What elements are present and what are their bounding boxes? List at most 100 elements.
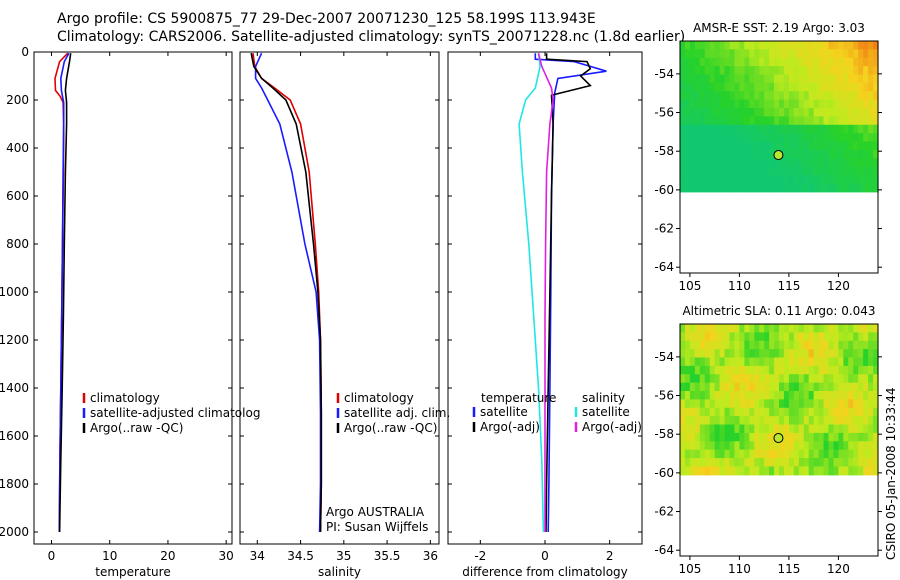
sst-field-cell <box>719 124 726 134</box>
sla-field-cell <box>764 441 770 451</box>
sst-field-cell <box>793 82 800 92</box>
sla-field-cell <box>868 391 874 400</box>
sst-field-cell <box>823 149 830 159</box>
sla-field-cell <box>769 458 775 468</box>
sla-field-cell <box>843 399 849 409</box>
sla-field-cell <box>764 374 770 384</box>
salinity-legend-entry: Argo(..raw -QC) <box>344 421 437 435</box>
sla-field-cell <box>680 365 686 375</box>
sla-field-cell <box>694 374 701 384</box>
sla-field-cell <box>779 407 785 417</box>
sla-field-cell <box>833 399 839 409</box>
sst-field-cell <box>808 66 815 76</box>
sla-field-cell <box>793 424 800 434</box>
difference-series-black <box>545 53 592 533</box>
sla-field-cell <box>873 466 879 476</box>
sst-field-cell <box>798 141 805 151</box>
sla-field-cell <box>798 424 805 434</box>
sla-field-cell <box>734 399 740 409</box>
sst-field-cell <box>848 57 854 67</box>
sst-field-cell <box>803 141 810 151</box>
sla-field-cell <box>863 399 869 409</box>
sla-field-cell <box>704 432 711 442</box>
sla-field-cell <box>774 324 780 333</box>
sst-field-cell <box>858 82 864 92</box>
sla-field-cell <box>818 441 825 451</box>
sla-field-cell <box>838 399 844 409</box>
sst-field-cell <box>774 74 780 84</box>
sst-field-cell <box>813 183 820 193</box>
sst-field-cell <box>754 116 760 126</box>
sst-field-cell <box>684 74 691 84</box>
sla-field-cell <box>684 432 691 442</box>
sst-field-cell <box>838 99 844 109</box>
sst-field-cell <box>823 99 830 109</box>
sst-field-cell <box>798 124 805 134</box>
sst-field-cell <box>803 66 810 76</box>
sst-field-cell <box>788 108 795 117</box>
sst-field-cell <box>749 82 755 92</box>
sla-field-cell <box>719 441 726 451</box>
sst-field-cell <box>684 166 691 176</box>
sst-field-cell <box>689 149 696 159</box>
sst-field-cell <box>788 49 795 59</box>
sst-field-cell <box>744 108 750 117</box>
sst-field-cell <box>818 133 825 143</box>
sla-field-cell <box>744 424 750 434</box>
sst-field-cell <box>744 41 750 50</box>
sst-field-cell <box>818 66 825 76</box>
argo-pi-note: PI: Susan Wijffels <box>326 520 428 534</box>
sst-field-cell <box>719 91 726 101</box>
sst-field-cell <box>709 66 716 76</box>
sla-field-cell <box>843 424 849 434</box>
sst-field-cell <box>848 74 854 84</box>
sla-field-cell <box>754 382 760 392</box>
sst-field-cell <box>833 124 839 134</box>
sst-field-cell <box>823 49 830 59</box>
sst-field-cell <box>680 99 686 109</box>
sst-field-cell <box>779 74 785 84</box>
sst-field-cell <box>759 66 765 76</box>
sla-field-cell <box>793 458 800 468</box>
sla-field-cell <box>724 374 731 384</box>
sla-field-cell <box>704 332 711 342</box>
sst-field-cell <box>739 175 745 185</box>
sla-field-cell <box>704 374 711 384</box>
sst-field-cell <box>858 124 864 134</box>
sla-field-cell <box>699 340 706 350</box>
sst-field-cell <box>863 66 869 76</box>
sla-field-cell <box>689 391 696 400</box>
sla-field-cell <box>833 458 839 468</box>
sst-field-cell <box>833 66 839 76</box>
sst-field-cell <box>744 116 750 126</box>
sla-field-cell <box>699 382 706 392</box>
sla-field-cell <box>788 365 795 375</box>
sst-field-cell <box>709 158 716 168</box>
sla-field-cell <box>744 441 750 451</box>
sla-field-cell <box>759 357 765 367</box>
sst-field-cell <box>798 183 805 193</box>
sst-field-cell <box>838 57 844 67</box>
sst-field-cell <box>694 124 701 134</box>
salinity-xtick-label: 36 <box>423 549 438 563</box>
sst-field-cell <box>848 183 854 193</box>
sla-field-cell <box>858 332 864 342</box>
sst-field-cell <box>704 66 711 76</box>
sla-field-cell <box>818 349 825 359</box>
sla-field-cell <box>749 449 755 459</box>
sla-field-cell <box>754 399 760 409</box>
sla-field-cell <box>699 441 706 451</box>
sla-field-cell <box>754 441 760 451</box>
sla-field-cell <box>744 365 750 375</box>
sla-field-cell <box>818 324 825 333</box>
sst-field-cell <box>788 124 795 134</box>
sla-field-cell <box>739 416 745 426</box>
sla-field-cell <box>828 416 835 426</box>
sst-field-cell <box>828 133 835 143</box>
sst-field-cell <box>868 149 874 159</box>
sla-field-cell <box>803 399 810 409</box>
sst-field-cell <box>813 166 820 176</box>
sst-field-cell <box>808 175 815 185</box>
sla-field-cell <box>754 458 760 468</box>
sla-field-cell <box>724 340 731 350</box>
